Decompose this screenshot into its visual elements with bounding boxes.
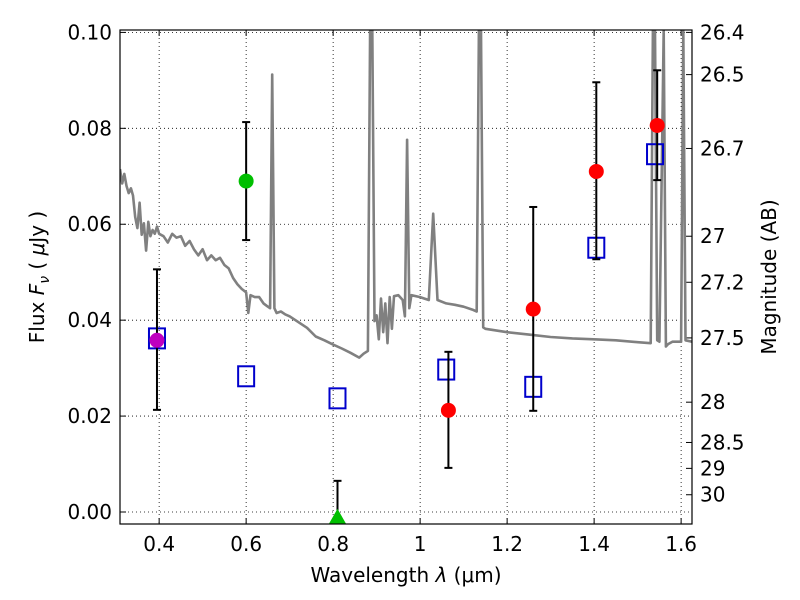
model-band-square	[437, 358, 456, 381]
magnitude-tick-label: 27.2	[700, 270, 745, 294]
observed-point	[149, 332, 165, 348]
plot-clipped	[120, 30, 692, 524]
magnitude-tick-label: 26.4	[700, 20, 745, 44]
model-band-square	[237, 365, 256, 388]
plot-area	[120, 30, 692, 524]
magnitude-tick-label: 26.5	[700, 63, 745, 87]
magnitude-tick-label: 27.5	[700, 326, 745, 350]
y-tick-label: 0.02	[67, 404, 112, 428]
y-tick-label: 0.10	[67, 20, 112, 44]
model-band-square	[328, 387, 347, 410]
y-axis-label-prefix: Flux	[25, 295, 49, 343]
magnitude-axis-label: Magnitude (AB)	[757, 199, 781, 354]
magnitude-tick-label: 30	[700, 483, 725, 507]
magnitude-tick-label: 28	[700, 390, 725, 414]
x-tick-label: 1.6	[665, 532, 697, 556]
x-axis-label: Wavelength λ (μm)	[310, 563, 501, 587]
observed-point	[238, 173, 254, 189]
plot-frame	[119, 29, 693, 525]
y-axis-label: Flux Fν ( μJy )	[25, 211, 53, 343]
x-tick-label: 1.2	[491, 532, 523, 556]
x-axis-label-prefix: Wavelength	[310, 563, 435, 587]
magnitude-tick-label: 28.5	[700, 430, 745, 454]
x-tick-label: 1.4	[578, 532, 610, 556]
model-band-square	[646, 143, 665, 166]
y-tick-label: 0.00	[67, 500, 112, 524]
x-tick-label: 1	[414, 532, 427, 556]
y-axis-label-unit: Jy )	[25, 211, 49, 245]
observed-point	[649, 117, 665, 133]
x-axis-label-unit: (μm)	[447, 563, 501, 587]
observed-point-triangle	[328, 508, 347, 524]
x-tick-label: 0.8	[317, 532, 349, 556]
x-tick-label: 0.4	[143, 532, 175, 556]
x-axis-label-symbol: λ	[434, 563, 447, 587]
x-tick-label: 0.6	[230, 532, 262, 556]
y-tick-label: 0.06	[67, 212, 112, 236]
y-tick-label: 0.04	[67, 308, 112, 332]
observed-point	[440, 402, 456, 418]
observed-point	[525, 301, 541, 317]
observed-point	[588, 163, 604, 179]
y-tick-label: 0.08	[67, 116, 112, 140]
magnitude-tick-label: 29	[700, 456, 725, 480]
y-axis-label-open: (	[25, 255, 49, 276]
magnitude-tick-label: 26.7	[700, 136, 745, 160]
y-axis-label-subscript: ν	[37, 276, 53, 284]
axis-ticks: 0.4 0.6 0.8 1 1.2 1.4 1.6 0.00 0.02 0.04 0.06 0.08 0…	[67, 20, 744, 556]
sed-model-line	[120, 30, 692, 359]
magnitude-tick-label: 27	[700, 224, 725, 248]
y-axis-label-symbol: F	[25, 283, 49, 295]
y-axis-label-mu: μ	[25, 243, 49, 257]
